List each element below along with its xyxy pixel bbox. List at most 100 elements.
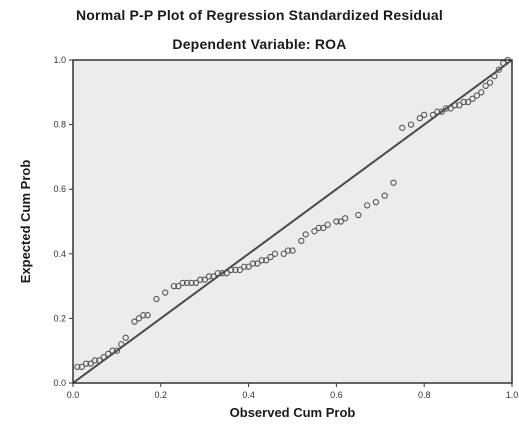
data-point xyxy=(258,257,265,264)
data-point xyxy=(302,231,309,238)
data-point xyxy=(201,276,208,283)
y-tick-label: 0.2 xyxy=(53,313,66,323)
y-tick-label: 0.8 xyxy=(53,120,66,130)
data-point xyxy=(104,350,112,358)
data-point xyxy=(320,224,327,232)
data-point xyxy=(241,263,248,270)
data-point xyxy=(78,363,85,370)
data-point xyxy=(478,89,485,96)
data-point xyxy=(232,266,239,274)
data-point xyxy=(324,221,331,228)
data-point xyxy=(311,228,318,235)
data-point xyxy=(210,273,217,280)
data-point xyxy=(91,357,99,364)
data-point xyxy=(162,289,169,296)
data-point xyxy=(342,215,349,222)
data-point xyxy=(179,279,186,287)
data-point xyxy=(381,192,388,199)
data-point xyxy=(263,257,270,264)
data-point xyxy=(219,270,226,277)
data-point xyxy=(144,312,151,319)
data-point xyxy=(355,211,362,219)
data-point xyxy=(315,224,322,232)
data-point xyxy=(109,347,116,354)
x-tick-label: 0.8 xyxy=(418,390,431,400)
data-point xyxy=(464,98,472,106)
plot-frame xyxy=(72,59,513,384)
data-point xyxy=(118,341,125,348)
data-point xyxy=(100,354,107,361)
data-point xyxy=(223,270,230,277)
data-point xyxy=(249,260,257,267)
data-point xyxy=(96,357,103,364)
data-point xyxy=(482,82,489,89)
data-point xyxy=(83,360,90,367)
data-point xyxy=(140,312,147,319)
data-point xyxy=(122,334,129,341)
data-point xyxy=(280,250,287,257)
data-point xyxy=(421,111,428,119)
data-point xyxy=(113,347,121,354)
data-point xyxy=(495,66,502,73)
data-point xyxy=(442,105,450,112)
data-point xyxy=(188,279,195,287)
data-point xyxy=(153,295,160,303)
data-point xyxy=(337,218,344,225)
data-point xyxy=(363,202,371,209)
data-point xyxy=(236,266,243,274)
data-point xyxy=(372,198,380,206)
y-tick-label: 0.4 xyxy=(53,249,66,259)
data-point xyxy=(298,237,305,245)
data-point xyxy=(227,266,235,274)
y-tick-label: 0.6 xyxy=(53,184,66,194)
y-axis-label: Expected Cum Prob xyxy=(18,160,33,284)
chart-title: Normal P-P Plot of Regression Standardiz… xyxy=(75,7,443,23)
data-point xyxy=(429,111,437,119)
data-point xyxy=(447,105,454,112)
data-point xyxy=(284,247,292,254)
data-point xyxy=(74,363,81,370)
data-point xyxy=(87,360,94,367)
y-axis-ticks: 0.0 0.2 0.4 0.6 0.8 1.0 xyxy=(53,55,73,388)
data-point xyxy=(451,102,459,109)
data-point xyxy=(491,73,498,80)
data-point xyxy=(333,218,340,225)
data-point xyxy=(473,92,481,99)
x-tick-label: 0.2 xyxy=(155,390,168,400)
data-point xyxy=(289,247,296,254)
x-tick-label: 0.0 xyxy=(67,390,80,400)
data-point xyxy=(438,108,445,115)
x-tick-label: 1.0 xyxy=(506,390,519,400)
data-point xyxy=(205,273,213,280)
data-point xyxy=(407,121,415,128)
data-point xyxy=(135,315,142,322)
data-point xyxy=(267,253,274,261)
chart-subtitle: Dependent Variable: ROA xyxy=(172,36,347,52)
data-point xyxy=(183,279,191,287)
data-point xyxy=(390,179,397,186)
data-point xyxy=(214,270,222,277)
data-point xyxy=(399,124,406,131)
y-tick-label: 0.0 xyxy=(53,378,66,388)
data-points-layer xyxy=(74,56,511,370)
data-point xyxy=(170,282,178,290)
data-point xyxy=(245,263,252,270)
data-point xyxy=(456,102,463,109)
y-tick-label: 1.0 xyxy=(53,55,66,65)
data-point xyxy=(271,250,279,257)
data-point xyxy=(460,98,467,106)
data-point xyxy=(192,279,200,287)
data-point xyxy=(131,318,138,325)
data-point xyxy=(254,260,261,267)
data-point xyxy=(469,95,476,102)
data-point xyxy=(434,108,441,115)
x-axis-label: Observed Cum Prob xyxy=(230,405,356,420)
data-point xyxy=(416,114,423,122)
x-axis-ticks: 0.0 0.2 0.4 0.6 0.8 1.0 xyxy=(67,383,519,400)
x-tick-label: 0.4 xyxy=(242,390,255,400)
data-point xyxy=(175,282,182,290)
x-tick-label: 0.6 xyxy=(330,390,343,400)
data-point xyxy=(197,276,204,283)
